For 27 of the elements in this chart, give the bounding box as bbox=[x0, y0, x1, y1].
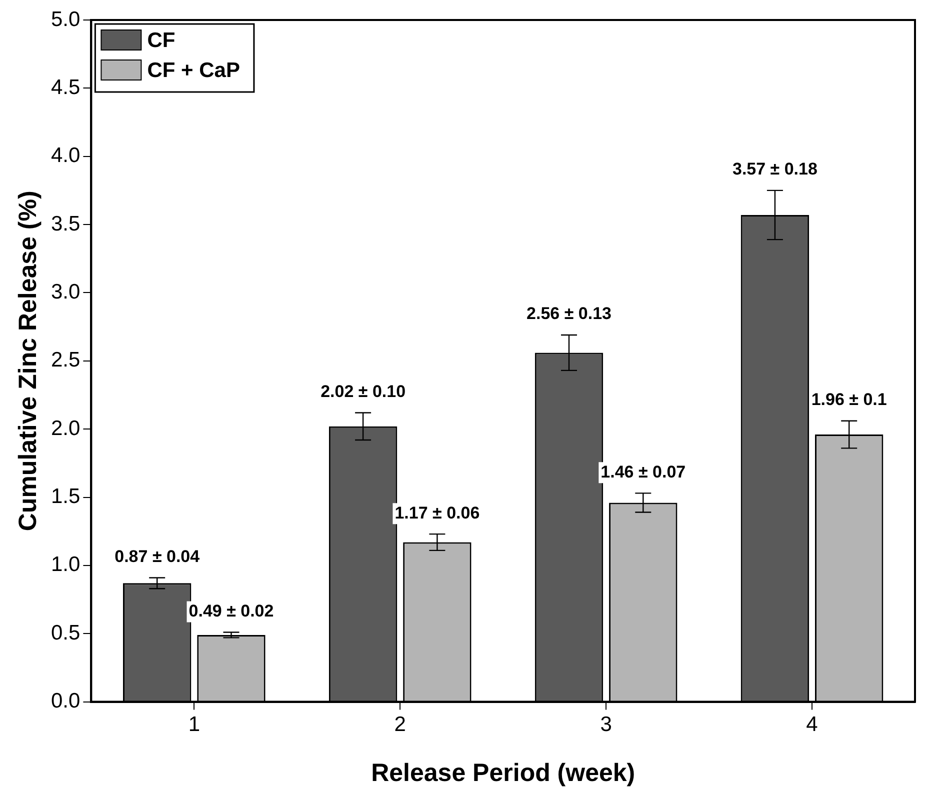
y-tick-label: 2.5 bbox=[50, 348, 80, 372]
x-axis-title: Release Period (week) bbox=[371, 758, 636, 787]
y-tick-label: 5.0 bbox=[50, 8, 80, 31]
data-label: 1.17 ± 0.06 bbox=[394, 503, 480, 522]
x-tick-label: 2 bbox=[394, 713, 406, 736]
y-tick-label: 4.5 bbox=[50, 76, 80, 99]
y-tick-label: 3.5 bbox=[50, 212, 80, 236]
legend-label: CF bbox=[147, 28, 176, 52]
x-tick-label: 4 bbox=[806, 713, 818, 736]
legend-label: CF + CaP bbox=[147, 58, 240, 82]
y-tick-label: 1.0 bbox=[50, 553, 80, 576]
data-label: 0.87 ± 0.04 bbox=[114, 546, 200, 566]
data-label: 2.56 ± 0.13 bbox=[526, 304, 612, 324]
y-axis-title: Cumulative Zinc Release (%) bbox=[14, 190, 42, 532]
data-label: 3.57 ± 0.18 bbox=[732, 160, 818, 179]
x-tick-label: 3 bbox=[600, 713, 612, 736]
y-tick-label: 1.5 bbox=[50, 485, 80, 508]
y-tick-label: 2.0 bbox=[50, 416, 80, 440]
y-tick-label: 0.5 bbox=[50, 621, 80, 644]
data-label: 2.02 ± 0.10 bbox=[320, 382, 406, 401]
data-label: 1.96 ± 0.1 bbox=[811, 390, 887, 410]
data-label: 0.49 ± 0.02 bbox=[188, 601, 274, 620]
y-tick-label: 0.0 bbox=[50, 690, 80, 713]
y-tick-label: 3.0 bbox=[50, 280, 80, 304]
data-label: 1.46 ± 0.07 bbox=[600, 462, 686, 482]
x-tick-label: 1 bbox=[188, 713, 200, 736]
y-tick-label: 4.0 bbox=[50, 144, 80, 168]
